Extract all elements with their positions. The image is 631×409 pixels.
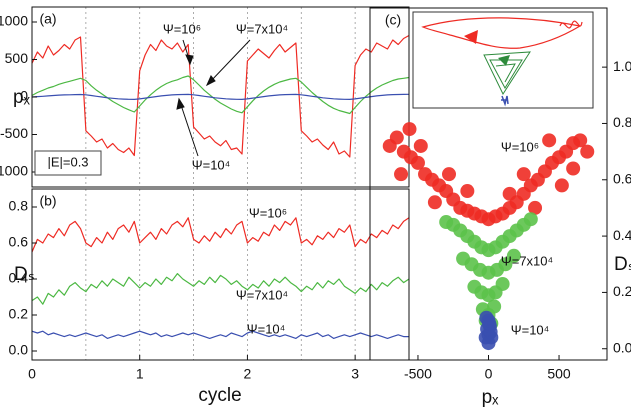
scatter-point [573, 133, 588, 148]
y-tick-label: 1000 [0, 13, 28, 29]
arrow-head [176, 97, 185, 110]
panel-label: (c) [385, 12, 401, 28]
annotation: Ψ=10⁶ [163, 21, 201, 36]
inset-blue [501, 95, 509, 107]
y-tick-label: 0.2 [613, 283, 631, 299]
arrows [176, 39, 251, 157]
y-tick-label: -1000 [0, 163, 28, 179]
scatter-point [460, 184, 475, 199]
scatter-point [487, 299, 502, 314]
y-tick-label: 500 [5, 50, 29, 66]
y-tick-label: 0.4 [9, 270, 29, 286]
scatter-point [427, 195, 442, 210]
arrow [209, 39, 251, 83]
scatter-point [566, 161, 581, 176]
scatter-point [394, 167, 409, 182]
annotation: Ψ=7x10⁴ [236, 21, 288, 36]
y-tick-label: -500 [0, 125, 28, 141]
x-tick-label: 500 [547, 366, 571, 382]
series-line [31, 34, 410, 158]
series-line [31, 330, 409, 339]
scatter-point [402, 122, 417, 137]
y-tick-label: 0.0 [613, 339, 631, 355]
arrow-head [205, 75, 216, 87]
frame [31, 188, 410, 361]
annotation: Ψ=10⁴ [511, 322, 550, 337]
annotation: |E|=0.3 [47, 154, 88, 169]
inset-red [421, 17, 583, 49]
x-tick-label: 0 [28, 366, 36, 382]
x-tick-label: 2 [244, 366, 252, 382]
series-line [31, 273, 410, 305]
scatter-point [542, 133, 557, 148]
y-axis-label: pₓ [13, 87, 31, 108]
scatter-point [495, 276, 510, 291]
plot-area: 1000 500 0 -500 -1000 0.0 0.2 0.4 0.6 0.8 0 1 2 3 0.0 0… [0, 6, 631, 382]
y-axis-label: Dₛ [614, 254, 631, 275]
annotation: Ψ=7x10⁴ [501, 253, 553, 268]
scatter-point [410, 155, 425, 170]
series-line [31, 75, 410, 115]
y-tick-label: 0.8 [9, 198, 29, 214]
y-tick-label: 0.8 [613, 114, 631, 130]
y-tick-label: 0.0 [9, 342, 29, 358]
scatter-point [498, 257, 513, 272]
scatter-point [528, 200, 543, 215]
annotation: Ψ=10⁶ [501, 139, 539, 154]
x-axis-label: cycle [198, 385, 241, 406]
field-box [34, 150, 102, 176]
inset-green-arrow [498, 55, 510, 66]
y-tick-label: 0.6 [613, 170, 631, 186]
arrow-head [185, 54, 194, 66]
scatter-point [523, 212, 538, 227]
scatter-point [413, 138, 428, 153]
annotation: Ψ=10⁴ [247, 321, 286, 336]
annotation: Ψ=7x10⁴ [236, 287, 288, 302]
y-tick-label: 0.4 [613, 227, 631, 243]
annotation: Ψ=10⁴ [192, 157, 231, 172]
annotation: Ψ=10⁶ [249, 205, 287, 220]
inset [412, 11, 594, 109]
inset-red-arrow [464, 30, 478, 44]
y-tick-label: 0.2 [9, 306, 29, 322]
y-axis-label: Dₛ [14, 264, 35, 285]
x-tick-label: 1 [136, 366, 144, 382]
series-line [31, 217, 410, 253]
scatter-point [482, 316, 497, 331]
scatter-point [580, 144, 595, 159]
y-tick-label: 1.0 [613, 58, 631, 74]
x-axis-label: pₓ [482, 387, 500, 408]
y-tick-label: 0.6 [9, 234, 29, 250]
panel-label: (b) [39, 193, 56, 209]
scatter-point [502, 186, 517, 201]
x-tick-label: 0 [485, 366, 493, 382]
scatter-point [389, 130, 404, 145]
arrow [179, 101, 199, 157]
panel-label: (a) [39, 11, 56, 27]
series-line [31, 93, 410, 100]
scatter-point [481, 336, 496, 351]
y-tick-label: 0 [20, 88, 28, 104]
scatter-point [554, 178, 569, 193]
scatter-point [439, 215, 454, 230]
scatter-point [442, 167, 456, 182]
x-tick-label: -500 [404, 366, 432, 382]
x-tick-label: 3 [351, 366, 359, 382]
scatter-point [506, 248, 521, 263]
scatter-point [516, 167, 531, 182]
